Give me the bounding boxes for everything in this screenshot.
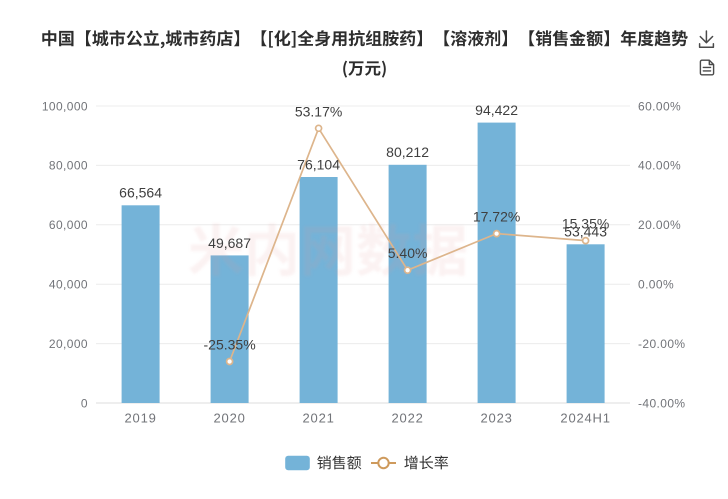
svg-text:17.72%: 17.72% (473, 209, 520, 225)
svg-text:80,000: 80,000 (49, 159, 88, 173)
svg-text:15.35%: 15.35% (562, 216, 609, 232)
svg-text:53.17%: 53.17% (295, 103, 342, 119)
svg-text:100,000: 100,000 (42, 99, 88, 113)
svg-text:2022: 2022 (392, 410, 424, 425)
svg-text:20.00%: 20.00% (638, 218, 681, 232)
svg-text:2023: 2023 (481, 410, 513, 425)
svg-text:40.00%: 40.00% (638, 159, 681, 173)
svg-text:-25.35%: -25.35% (204, 337, 256, 353)
svg-text:94,422: 94,422 (475, 102, 518, 118)
svg-text:-20.00%: -20.00% (638, 337, 686, 351)
svg-text:80,212: 80,212 (386, 144, 429, 160)
svg-text:76,104: 76,104 (297, 156, 340, 172)
svg-text:2024H1: 2024H1 (560, 410, 610, 425)
svg-text:2021: 2021 (303, 410, 335, 425)
svg-text:40,000: 40,000 (49, 278, 88, 292)
svg-text:60.00%: 60.00% (638, 99, 681, 113)
svg-text:2019: 2019 (125, 410, 157, 425)
svg-text:66,564: 66,564 (119, 185, 162, 201)
svg-text:5.40%: 5.40% (388, 245, 428, 261)
svg-text:0.00%: 0.00% (638, 278, 674, 292)
svg-text:49,687: 49,687 (208, 235, 251, 251)
svg-text:-40.00%: -40.00% (638, 396, 686, 410)
svg-text:20,000: 20,000 (49, 337, 88, 351)
svg-text:60,000: 60,000 (49, 218, 88, 232)
svg-text:0: 0 (81, 396, 88, 410)
svg-text:53,443: 53,443 (564, 224, 607, 240)
svg-text:2020: 2020 (214, 410, 246, 425)
